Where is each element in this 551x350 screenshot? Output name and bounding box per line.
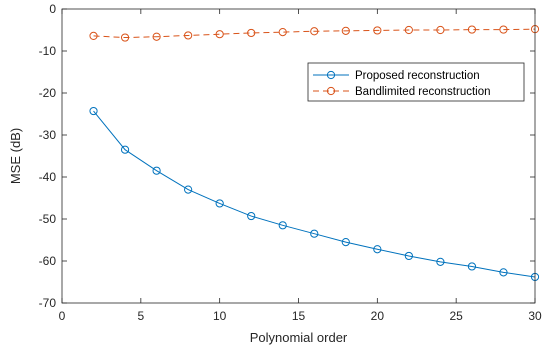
data-point [467,262,477,271]
data-point [215,30,224,39]
series-line-1 [93,110,536,278]
data-point [278,221,287,230]
data-point [120,145,130,154]
data-point [436,25,445,35]
data-point [89,106,98,116]
y-axis-title: MSE (dB) [8,128,23,184]
data-point [404,25,413,35]
data-point [373,245,382,254]
y-tick-label: 0 [49,2,56,16]
legend-marker-1 [326,70,336,80]
x-tick-label: 10 [213,309,227,323]
legend-label-1: Proposed reconstruction [355,70,480,82]
x-tick-label: 30 [528,309,542,323]
x-tick-label: 25 [449,309,463,323]
legend-label-2: Bandlimited reconstruction [355,86,491,98]
data-point [499,268,508,277]
y-tick-label: -30 [39,128,57,142]
x-tick-label: 5 [137,309,144,323]
data-point [247,211,256,221]
x-tick-label: 20 [371,309,385,323]
data-point [184,31,193,40]
plot-area [62,9,535,303]
data-point [247,28,256,38]
data-point [152,32,161,41]
data-point [467,25,477,34]
data-point [499,25,508,34]
data-point [89,31,98,40]
legend-entries: Proposed reconstruction Bandlimited recon… [313,70,491,98]
legend: Proposed reconstruction Bandlimited recon… [307,62,525,102]
x-tick-label: 0 [59,309,66,323]
x-axis-title: Polynomial order [250,330,348,345]
y-tick-label: -60 [39,254,57,268]
data-point [120,33,130,42]
series-layer [89,25,540,282]
data-point [404,251,413,261]
legend-box [307,62,525,102]
y-tick-label: -20 [39,86,57,100]
series-line-2 [93,28,536,39]
data-point [436,257,445,266]
legend-marker-2 [326,86,336,96]
ticks-layer: 0 5 10 15 20 25 30 0 -10 -20 -30 -40 -50 -60 -70 [39,2,542,323]
data-point [341,26,350,35]
y-tick-label: -40 [39,170,57,184]
y-tick-label: -10 [39,44,57,58]
data-point [310,229,319,238]
data-point [184,185,193,194]
data-point [310,27,319,36]
y-tick-label: -50 [39,212,57,226]
x-tick-label: 15 [292,309,306,323]
y-tick-label: -70 [39,296,57,310]
data-point [373,26,382,35]
data-point [152,166,161,175]
data-point [341,238,350,247]
data-point [215,199,224,208]
data-point [278,27,287,37]
